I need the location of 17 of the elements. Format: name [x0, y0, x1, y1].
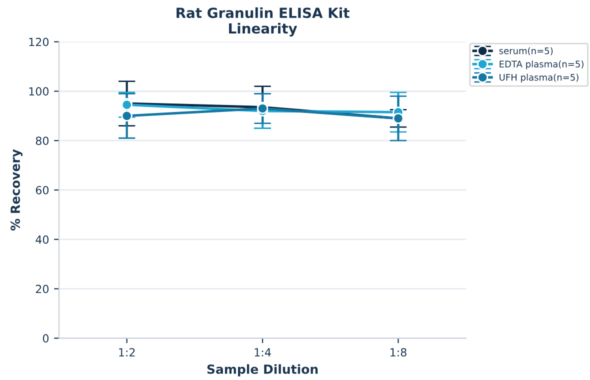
x-axis-title: Sample Dilution — [207, 364, 318, 376]
y-tick-label: 100 — [29, 87, 49, 96]
x-tick-label: 1:4 — [254, 348, 271, 356]
y-tick-label: 120 — [29, 38, 49, 46]
y-tick-label: 60 — [36, 186, 49, 194]
y-axis-title: % Recovery — [10, 149, 23, 231]
y-tick-label: 20 — [36, 284, 49, 294]
x-tick-label: 1:8 — [390, 348, 406, 357]
chart-title: Rat Granulin ELISA Kit Linearity — [176, 7, 350, 36]
y-tick-label: 40 — [36, 235, 49, 244]
x-tick-label: 1:2 — [119, 348, 135, 356]
legend-label: serum(n=5) — [499, 47, 553, 56]
legend-label: EDTA plasma(n=5) — [500, 60, 584, 70]
y-tick-label: 80 — [36, 136, 49, 145]
legend-label: UFH plasma(n=5) — [500, 74, 578, 82]
point — [121, 110, 132, 122]
y-tick-label: 0 — [42, 334, 49, 343]
